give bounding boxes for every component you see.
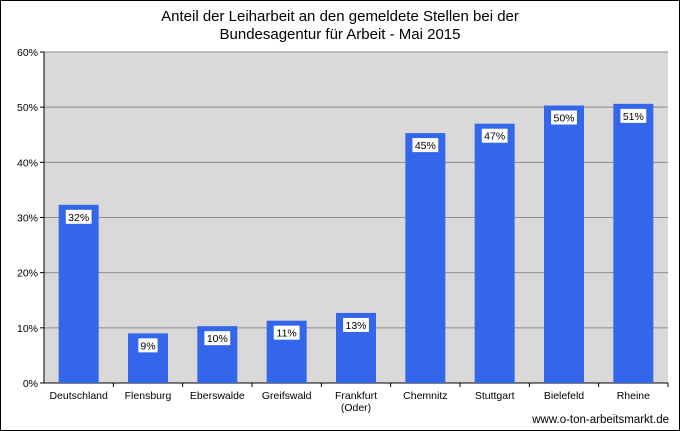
bars <box>58 103 654 384</box>
data-label-box <box>551 110 577 125</box>
category-label: Bielefeld <box>544 390 584 402</box>
data-label: 47% <box>484 131 505 143</box>
data-label-box <box>412 138 439 153</box>
data-label: 51% <box>623 111 644 123</box>
data-label: 13% <box>345 320 366 332</box>
category-label: Frankfurt <box>335 390 377 402</box>
data-label: 32% <box>68 212 89 224</box>
category-label: Deutschland <box>49 390 108 402</box>
data-label-box <box>204 331 231 346</box>
x-axis-categories: Deutschland Flensburg Eberswalde Greifswald… <box>49 390 650 414</box>
category-label: Chemnitz <box>403 390 447 402</box>
footer-url: www.o-ton-arbeitsmarkt.de <box>531 414 669 426</box>
data-label: 11% <box>277 328 297 340</box>
bar <box>474 123 515 383</box>
category-label: Eberswalde <box>190 390 245 402</box>
chart-title-line-1: Anteil der Leiharbeit an den gemeldete S… <box>161 8 519 25</box>
category-label: Flensburg <box>125 390 172 402</box>
bar <box>405 133 446 383</box>
data-label-box <box>65 209 92 224</box>
y-axis-ticks: 0% 10% 20% 30% 40% 50% 60% <box>17 47 44 390</box>
category-label: Stuttgart <box>475 390 515 402</box>
data-label: 10% <box>207 333 228 345</box>
data-label-box <box>138 338 158 353</box>
bar <box>544 105 584 384</box>
data-label-box <box>273 325 300 340</box>
chart-title-line-2: Bundesagentur für Arbeit - Mai 2015 <box>220 26 461 43</box>
bar <box>613 103 654 384</box>
y-tick-label: 60% <box>17 47 38 59</box>
data-label: 9% <box>140 340 155 352</box>
category-label: Rheine <box>617 390 650 402</box>
data-label-box <box>620 108 647 123</box>
data-label-box <box>481 128 508 143</box>
data-label: 45% <box>415 140 436 152</box>
y-tick-label: 10% <box>17 323 38 335</box>
category-label: (Oder) <box>341 402 371 414</box>
data-label-box <box>343 317 369 332</box>
y-tick-label: 40% <box>17 157 38 169</box>
data-label: 50% <box>553 113 574 125</box>
data-labels: 32% 9% 10% 11% 13% 45% 47% 50% 51% <box>65 108 647 353</box>
y-tick-label: 20% <box>17 268 38 280</box>
bar <box>58 204 99 383</box>
y-tick-label: 30% <box>17 213 38 225</box>
y-tick-label: 0% <box>23 378 38 390</box>
gridlines <box>44 51 668 329</box>
category-label: Greifswald <box>262 390 312 402</box>
y-tick-label: 50% <box>17 102 38 114</box>
